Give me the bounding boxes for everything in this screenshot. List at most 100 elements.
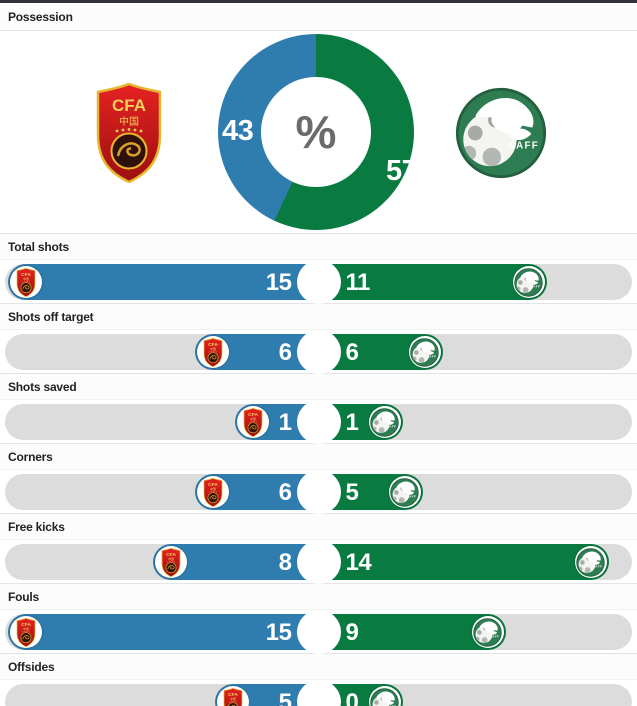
home-value: 15 <box>265 619 292 646</box>
saff-abbr-text: SAFF <box>387 704 397 706</box>
away-bar-fill: SAFF <box>318 264 547 300</box>
stat-bar-wrap: CFA 中国 SAFF 6 <box>0 470 637 514</box>
saff-falcon-head <box>479 620 498 633</box>
stat-label-band: Corners <box>0 444 637 470</box>
divider-circle <box>296 400 341 444</box>
away-bar-fill: SAFF <box>318 544 609 580</box>
saff-abbr-text: SAFF <box>407 494 417 498</box>
stat-label-band: Free kicks <box>0 514 637 540</box>
saff-falcon-cheek <box>510 128 532 141</box>
saff-badge: SAFF <box>471 616 504 648</box>
stat-bar: CFA 中国 SAFF 5 <box>5 680 632 706</box>
stat-label: Corners <box>8 450 53 464</box>
stat-bar: CFA 中国 SAFF 6 <box>5 330 632 374</box>
cfa-stars <box>21 630 30 632</box>
cfa-abbr-text: CFA <box>21 622 31 628</box>
stat-bar-wrap: CFA 中国 SAFF 5 <box>0 680 637 706</box>
home-value: 5 <box>278 689 292 706</box>
cfa-stars <box>248 420 257 422</box>
saff-logo-icon: SAFF <box>473 617 502 647</box>
cfa-logo-icon: CFA 中国 <box>16 617 35 647</box>
saff-falcon-head <box>376 410 395 423</box>
cfa-abbr-text: CFA <box>228 692 238 698</box>
stat-label: Offsides <box>8 660 55 674</box>
divider-circle <box>296 610 341 654</box>
saff-falcon-cheek <box>490 630 498 635</box>
cfa-logo-icon: CFA 中国 <box>16 267 35 297</box>
cfa-logo-icon: CFA 中国 <box>203 477 222 507</box>
cfa-badge: CFA 中国 <box>236 406 269 438</box>
home-value: 15 <box>265 269 292 296</box>
cfa-logo-icon: CFA 中国 <box>203 337 222 367</box>
away-bar-fill: SAFF <box>318 614 506 650</box>
stat-bar-wrap: CFA 中国 SAFF 1 <box>0 400 637 444</box>
away-value: 11 <box>345 269 371 296</box>
saff-falcon-head <box>376 690 395 703</box>
cfa-sub-text: 中国 <box>210 486 216 491</box>
cfa-abbr-text: CFA <box>21 272 31 278</box>
home-value: 1 <box>278 409 292 436</box>
cfa-badge: CFA 中国 <box>154 546 187 578</box>
stat-bar-wrap: CFA 中国 SAFF 15 <box>0 610 637 654</box>
stats-list: Total shots CFA 中国 <box>0 233 637 706</box>
saff-logo-icon: SAFF <box>370 687 399 706</box>
saff-badge: SAFF <box>368 406 401 438</box>
saff-badge: SAFF <box>512 266 545 298</box>
saff-abbr-text: SAFF <box>531 284 541 288</box>
cfa-stars <box>21 280 30 282</box>
stat-section: Shots saved CFA 中国 <box>0 373 637 444</box>
cfa-stars <box>208 350 217 352</box>
cfa-stars <box>228 700 237 702</box>
cfa-stars <box>115 128 143 133</box>
stat-bar: CFA 中国 SAFF 1 <box>5 400 632 444</box>
possession-header: Possession <box>0 0 637 31</box>
donut-hole: % <box>261 77 371 187</box>
saff-falcon-head <box>582 550 601 563</box>
cfa-abbr-text: CFA <box>248 412 258 418</box>
cfa-sub-text: 中国 <box>230 696 236 701</box>
saff-badge: SAFF <box>408 336 441 368</box>
stat-bar: CFA 中国 SAFF 6 <box>5 470 632 514</box>
possession-donut: % <box>218 34 414 230</box>
home-bar-fill: CFA 中国 <box>7 264 319 300</box>
saff-falcon-head <box>416 340 435 353</box>
stat-bar: CFA 中国 SAFF 15 <box>5 610 632 654</box>
cfa-abbr-text: CFA <box>208 342 218 348</box>
saff-falcon-cheek <box>387 700 395 705</box>
cfa-dragon <box>230 704 236 706</box>
cfa-sub-text: 中国 <box>210 346 216 351</box>
divider-circle <box>296 260 341 304</box>
home-bar-fill: CFA 中国 <box>7 614 319 650</box>
cfa-dragon <box>208 354 216 359</box>
away-value: 5 <box>345 479 359 506</box>
cfa-dragon <box>21 284 29 289</box>
away-value: 6 <box>345 339 359 366</box>
cfa-badge: CFA 中国 <box>9 616 42 648</box>
home-bar-fill: CFA 中国 <box>194 334 319 370</box>
saff-abbr-text: SAFF <box>490 634 500 638</box>
home-bar-fill: CFA 中国 <box>152 544 319 580</box>
cfa-dragon <box>248 424 256 429</box>
saff-falcon-head <box>520 270 539 283</box>
cfa-sub-text: 中国 <box>23 276 29 281</box>
stat-label: Shots off target <box>8 310 94 324</box>
away-value: 1 <box>345 409 359 436</box>
home-value: 8 <box>278 549 292 576</box>
cfa-dragon <box>166 564 174 569</box>
saff-abbr-text: SAFF <box>593 564 603 568</box>
cfa-dragon <box>208 494 216 499</box>
possession-title: Possession <box>8 10 73 24</box>
stat-bar-wrap: CFA 中国 SAFF 8 <box>0 540 637 584</box>
away-bar-fill: SAFF <box>318 334 443 370</box>
stat-section: Free kicks CFA 中国 <box>0 513 637 584</box>
cfa-sub-text: 中国 <box>250 416 256 421</box>
cfa-stars <box>208 490 217 492</box>
stat-label: Free kicks <box>8 520 65 534</box>
saff-badge: SAFF <box>368 686 401 706</box>
stat-section: Corners CFA 中国 <box>0 443 637 514</box>
cfa-logo-icon: CFA 中国 <box>223 687 242 706</box>
stat-label-band: Shots saved <box>0 374 637 400</box>
stat-label-band: Fouls <box>0 584 637 610</box>
stat-section: Shots off target CFA 中国 <box>0 303 637 374</box>
